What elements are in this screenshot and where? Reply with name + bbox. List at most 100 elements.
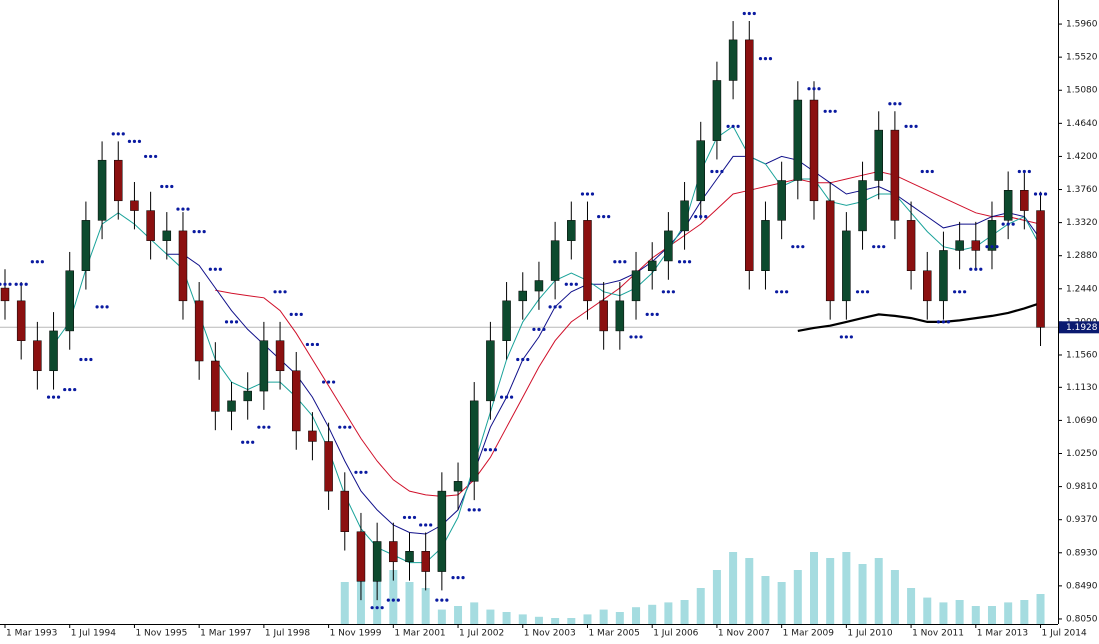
candle-body [372, 541, 382, 582]
sar-dot [602, 214, 606, 219]
volume-bar [939, 602, 948, 624]
sar-dot [144, 154, 148, 159]
sar-dot [359, 470, 363, 474]
sar-dot [1043, 192, 1048, 196]
candle-body [469, 400, 479, 482]
sar-dot [121, 132, 125, 136]
sar-dot [424, 523, 428, 527]
sar-dot [629, 335, 633, 339]
sar-dot [914, 124, 918, 128]
candle-body [890, 129, 900, 221]
sar-dot [920, 169, 924, 174]
sar-dot [526, 357, 530, 362]
sar-dot [299, 312, 303, 316]
sar-dot [817, 87, 821, 91]
candle-body [340, 490, 350, 532]
y-tick-label: 1.2440 [1066, 284, 1098, 294]
sar-dot [197, 230, 201, 234]
sar-dot [645, 312, 649, 316]
sar-dot [639, 335, 643, 339]
candle-body [291, 370, 301, 432]
sar-dot [687, 260, 692, 264]
sar-dot [704, 214, 708, 219]
candle-body [777, 180, 786, 221]
x-tick-label: 1 Jul 1994 [71, 629, 116, 639]
candle-body [211, 360, 220, 412]
sar-dot [1022, 169, 1026, 174]
sar-dot [160, 184, 164, 189]
sar-dot [516, 357, 520, 362]
volume-bar [923, 597, 932, 624]
sar-dot [375, 606, 379, 610]
candle-body [486, 340, 495, 402]
sar-dot [472, 508, 476, 512]
sar-dot [396, 598, 400, 602]
volume-bar [389, 570, 398, 624]
sar-dot [51, 395, 56, 399]
sar-dot [154, 154, 158, 159]
sar-dot [509, 395, 514, 399]
volume-bar [599, 609, 608, 624]
sar-dot [898, 102, 902, 106]
candle-body [259, 340, 269, 392]
sar-dot [974, 267, 978, 271]
sar-dot [828, 109, 832, 113]
sar-dot [493, 448, 497, 452]
sar-dot [63, 387, 67, 392]
sar-dot [936, 320, 941, 324]
candle-body [421, 551, 430, 572]
sar-dot [925, 169, 929, 174]
sar-dot [467, 508, 471, 512]
sar-dot [348, 425, 352, 429]
sar-dot [694, 214, 698, 219]
sar-dot [294, 312, 298, 316]
candle-body [97, 159, 107, 221]
sar-dot [607, 214, 611, 219]
sar-dot [273, 290, 277, 294]
candle-body [81, 220, 91, 271]
x-tick-label: 1 Jul 2014 [1042, 629, 1087, 639]
sar-dot [785, 290, 789, 294]
sar-dot [758, 57, 763, 61]
candle-body [550, 240, 560, 281]
x-tick-label: 1 Mar 1997 [200, 629, 251, 639]
sar-dot [213, 267, 217, 271]
sar-dot [483, 448, 487, 452]
sar-dot [267, 425, 271, 429]
sar-dot [445, 598, 449, 602]
volume-bar [534, 616, 543, 624]
moving-average [215, 170, 1041, 497]
candle-body [955, 240, 964, 251]
candle-body [114, 159, 123, 202]
sar-dot [775, 290, 779, 294]
sar-dot [893, 102, 897, 106]
sar-dot [590, 192, 595, 196]
sar-dot [548, 305, 552, 309]
sar-dot [364, 470, 368, 474]
sar-dot [181, 207, 185, 211]
sar-dot [412, 515, 417, 520]
x-tick-label: 1 Jul 2006 [653, 629, 698, 639]
sar-dot [46, 395, 51, 399]
sar-dot [747, 11, 751, 16]
volume-bar [1036, 594, 1045, 624]
sar-dot [844, 335, 848, 339]
sar-dot [941, 320, 946, 324]
candle-body [745, 39, 754, 271]
candle-body [1003, 190, 1013, 221]
volume-bar [518, 614, 527, 624]
volume-bar [907, 588, 916, 624]
sar-dot [234, 320, 239, 324]
sar-dot [553, 305, 557, 309]
volume-bar [874, 558, 883, 624]
sar-dot [386, 598, 390, 602]
volume-bar [551, 618, 560, 624]
volume-bar [486, 609, 495, 624]
sar-dot [56, 395, 61, 399]
sar-dot [461, 575, 465, 580]
candle-body [874, 129, 883, 181]
sar-dot [40, 260, 44, 264]
sar-dot [650, 312, 654, 316]
x-tick-label: 1 Nov 2007 [718, 629, 770, 639]
